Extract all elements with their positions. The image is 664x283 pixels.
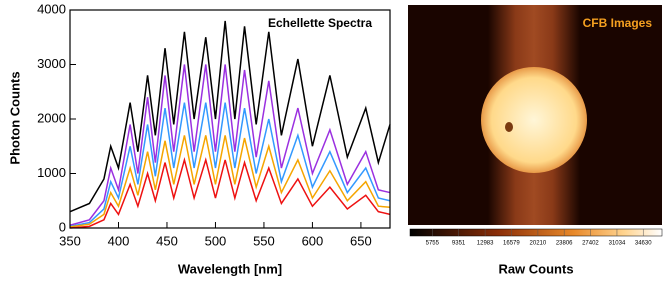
colorbar-tick-label: 16579 <box>503 241 520 247</box>
colorbar-tick-label: 12983 <box>477 241 494 247</box>
y-tick-label: 0 <box>59 219 66 234</box>
y-tick-label: 3000 <box>37 56 66 71</box>
x-tick-label: 650 <box>350 233 372 248</box>
colorbar-tick-label: 31034 <box>609 241 626 247</box>
x-tick-label: 500 <box>205 233 227 248</box>
series-line <box>69 20 391 213</box>
x-axis-label: Wavelength [nm] <box>178 261 282 276</box>
series-line <box>69 102 391 228</box>
y-tick-label: 1000 <box>37 165 66 180</box>
x-tick-label: 450 <box>156 233 178 248</box>
colorbar-tick-label: 20210 <box>530 241 547 247</box>
colorbar-label: Raw Counts <box>498 261 573 276</box>
series-line <box>69 135 391 228</box>
y-axis-label: Photon Counts <box>7 71 22 164</box>
x-tick-label: 550 <box>253 233 275 248</box>
colorbar-tick-label: 5755 <box>426 241 440 247</box>
image-disk <box>481 67 587 173</box>
colorbar-tick-label: 27402 <box>582 241 599 247</box>
colorbar-tick-label: 9351 <box>452 241 466 247</box>
annotation: CFB Images <box>583 16 653 30</box>
series-line <box>69 64 391 226</box>
image-spot <box>505 122 513 132</box>
x-tick-label: 350 <box>59 233 81 248</box>
x-tick-label: 600 <box>302 233 324 248</box>
x-tick-label: 400 <box>108 233 130 248</box>
y-tick-label: 2000 <box>37 110 66 125</box>
annotation: Echellette Spectra <box>268 16 372 30</box>
colorbar <box>409 228 663 237</box>
y-tick-label: 4000 <box>37 1 66 16</box>
colorbar-tick-label: 34630 <box>635 241 652 247</box>
series-line <box>69 156 391 229</box>
colorbar-tick-label: 23806 <box>556 241 573 247</box>
